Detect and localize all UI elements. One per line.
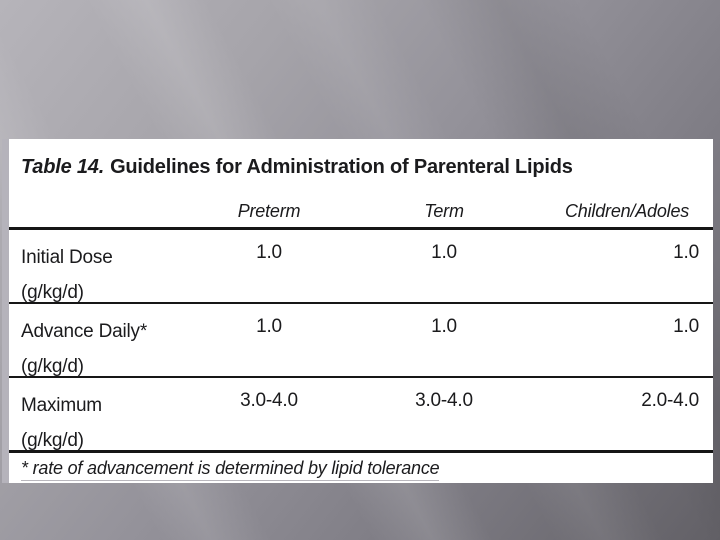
table-header-row: Preterm Term Children/Adoles [9, 179, 713, 227]
table-row: Initial Dose (g/kg/d) 1.0 1.0 1.0 [9, 230, 713, 303]
cell-value: 1.0 [431, 316, 457, 337]
row-unit: (g/kg/d) [21, 430, 84, 451]
cell-value: 2.0-4.0 [641, 390, 699, 411]
column-header-children: Children/Adoles [565, 201, 690, 221]
row-label-cell: Advance Daily* (g/kg/d) [9, 314, 179, 384]
row-unit: (g/kg/d) [21, 356, 84, 377]
cell-value: 1.0 [673, 316, 699, 337]
table-number: Table 14. [21, 156, 105, 178]
row-label-cell: Maximum (g/kg/d) [9, 388, 179, 458]
cell-value: 1.0 [256, 316, 282, 337]
column-header-term: Term [424, 201, 464, 221]
cell-value: 3.0-4.0 [240, 390, 298, 411]
cell-value: 3.0-4.0 [415, 390, 473, 411]
table-row: Maximum (g/kg/d) 3.0-4.0 3.0-4.0 2.0-4.0 [9, 378, 713, 451]
table-title-text: Guidelines for Administration of Parente… [110, 156, 573, 178]
cell-value: 1.0 [256, 242, 282, 263]
row-label: Advance Daily* [21, 321, 148, 342]
row-divider [9, 302, 713, 304]
row-label: Initial Dose [21, 247, 113, 268]
scanned-table-figure: Table 14. Guidelines for Administration o… [2, 139, 713, 483]
row-divider [9, 376, 713, 378]
cell-value: 1.0 [431, 242, 457, 263]
row-label-cell: Initial Dose (g/kg/d) [9, 240, 179, 310]
row-label: Maximum [21, 395, 102, 416]
table-footnote: * rate of advancement is determined by l… [21, 458, 713, 481]
footnote-rule [9, 450, 713, 453]
row-unit: (g/kg/d) [21, 282, 84, 303]
table-title: Table 14. Guidelines for Administration o… [21, 156, 713, 179]
footnote-text: * rate of advancement is determined by l… [21, 458, 440, 481]
table-row: Advance Daily* (g/kg/d) 1.0 1.0 1.0 [9, 304, 713, 377]
cell-value: 1.0 [673, 242, 699, 263]
header-rule [9, 227, 713, 230]
column-header-preterm: Preterm [237, 201, 301, 221]
